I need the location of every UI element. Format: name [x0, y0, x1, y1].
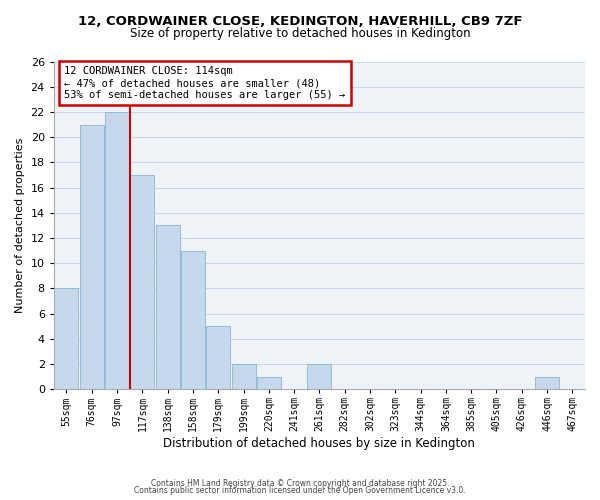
Bar	[206, 326, 230, 389]
Text: 12 CORDWAINER CLOSE: 114sqm
← 47% of detached houses are smaller (48)
53% of sem: 12 CORDWAINER CLOSE: 114sqm ← 47% of det…	[64, 66, 346, 100]
Bar	[155, 226, 179, 389]
Bar	[105, 112, 129, 389]
Bar	[130, 175, 154, 389]
Bar	[535, 376, 559, 389]
Text: Size of property relative to detached houses in Kedington: Size of property relative to detached ho…	[130, 28, 470, 40]
Bar	[80, 124, 104, 389]
Text: Contains HM Land Registry data © Crown copyright and database right 2025.: Contains HM Land Registry data © Crown c…	[151, 478, 449, 488]
Text: 12, CORDWAINER CLOSE, KEDINGTON, HAVERHILL, CB9 7ZF: 12, CORDWAINER CLOSE, KEDINGTON, HAVERHI…	[78, 15, 522, 28]
X-axis label: Distribution of detached houses by size in Kedington: Distribution of detached houses by size …	[163, 437, 475, 450]
Bar	[257, 376, 281, 389]
Bar	[181, 250, 205, 389]
Bar	[232, 364, 256, 389]
Text: Contains public sector information licensed under the Open Government Licence v3: Contains public sector information licen…	[134, 486, 466, 495]
Y-axis label: Number of detached properties: Number of detached properties	[15, 138, 25, 313]
Bar	[55, 288, 79, 389]
Bar	[307, 364, 331, 389]
